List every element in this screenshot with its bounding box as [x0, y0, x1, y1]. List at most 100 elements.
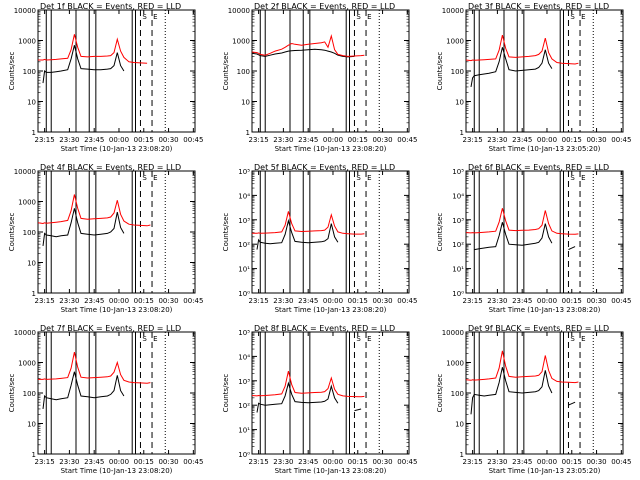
x-tick-label: 00:15 [348, 458, 368, 466]
y-tick-label: 100 [23, 229, 36, 237]
panel-title: Det 4f BLACK = Events, RED = LLD [40, 163, 181, 172]
panel-title: Det 8f BLACK = Events, RED = LLD [254, 324, 395, 333]
y-tick-label: 10¹ [452, 266, 464, 274]
y-tick-label: 10 [241, 99, 250, 107]
y-tick-label: 10³ [452, 217, 464, 225]
y-axis-label: Counts/sec [8, 52, 16, 91]
plot-frame [251, 170, 410, 294]
series-lld-line [38, 351, 151, 384]
y-tick-label: 1000 [18, 360, 36, 368]
y-tick-label: 1 [460, 129, 464, 137]
y-tick-label: 10000 [442, 329, 464, 337]
panel-title: Det 2f BLACK = Events, RED = LLD [254, 2, 395, 11]
series-events-line [470, 367, 576, 415]
series-lld-line [465, 350, 579, 384]
y-tick-label: 1000 [18, 199, 36, 207]
y-tick-label: 10 [27, 99, 36, 107]
y-tick-label: 1 [32, 129, 36, 137]
x-tick-label: 00:30 [158, 136, 178, 144]
event-mark-s: S [570, 174, 575, 182]
panel-title: Det 3f BLACK = Events, RED = LLD [468, 2, 609, 11]
series-lld-line [251, 370, 365, 398]
panel-title: Det 1f BLACK = Events, RED = LLD [40, 2, 181, 11]
y-tick-label: 10¹ [238, 427, 250, 435]
series-events-line [251, 48, 355, 58]
y-tick-label: 100 [23, 390, 36, 398]
x-tick-label: 00:30 [372, 136, 392, 144]
y-tick-label: 10 [27, 260, 36, 268]
y-tick-label: 10⁰ [238, 451, 250, 459]
panel-title: Det 7f BLACK = Events, RED = LLD [40, 324, 181, 333]
panel-title: Det 9f BLACK = Events, RED = LLD [468, 324, 609, 333]
x-tick-label: 00:15 [134, 136, 154, 144]
x-axis-label: Start Time (10-Jan-13 23:08:20) [61, 145, 173, 153]
panel-det-9: Det 9f BLACK = Events, RED = LLD 1 10 100 10… [436, 324, 631, 475]
panel-det-8: Det 8f BLACK = Events, RED = LLD 10⁰ 10¹ 10… [222, 324, 417, 475]
x-tick-label: 00:15 [134, 297, 154, 305]
panel-det-2: Det 2f BLACK = Events, RED = LLD 1 10 100 10… [222, 2, 417, 153]
x-tick-label: 00:30 [372, 297, 392, 305]
series-events-line [256, 381, 362, 413]
x-tick-label: 00:00 [537, 458, 557, 466]
x-tick-label: 00:00 [323, 136, 343, 144]
event-mark-s: S [356, 174, 361, 182]
y-tick-label: 10 [455, 99, 464, 107]
event-mark-e: E [153, 13, 157, 21]
y-axis-label: Counts/sec [436, 52, 444, 91]
x-tick-label: 23:45 [512, 136, 532, 144]
y-tick-label: 1 [32, 451, 36, 459]
x-tick-label: 23:15 [463, 297, 483, 305]
x-tick-label: 00:15 [562, 297, 582, 305]
y-tick-label: 10¹ [238, 266, 250, 274]
y-tick-label: 10³ [238, 378, 250, 386]
event-mark-e: E [581, 335, 585, 343]
x-tick-label: 00:30 [586, 297, 606, 305]
plot-frame [37, 170, 196, 294]
x-tick-label: 00:30 [586, 458, 606, 466]
y-tick-label: 10⁵ [238, 329, 250, 337]
y-tick-label: 1 [246, 129, 250, 137]
x-axis-label: Start Time (10-Jan-13 23:08:20) [275, 306, 387, 314]
x-tick-label: 23:45 [298, 136, 318, 144]
y-tick-label: 1 [460, 451, 464, 459]
x-tick-label: 00:45 [397, 458, 417, 466]
x-tick-label: 00:00 [109, 458, 129, 466]
y-tick-label: 100 [451, 390, 464, 398]
y-tick-label: 10⁴ [238, 353, 250, 361]
y-tick-label: 10³ [238, 217, 250, 225]
x-tick-label: 00:15 [134, 458, 154, 466]
event-mark-s: S [142, 13, 147, 21]
x-tick-label: 23:30 [59, 458, 79, 466]
plot-frame [465, 170, 624, 294]
panel-title: Det 5f BLACK = Events, RED = LLD [254, 163, 395, 172]
y-tick-label: 1000 [446, 38, 464, 46]
x-axis-label: Start Time (10-Jan-13 23:08:20) [61, 306, 173, 314]
panel-det-3: Det 3f BLACK = Events, RED = LLD 1 10 100 10… [436, 2, 631, 153]
series-events-line [474, 222, 576, 251]
x-tick-label: 00:30 [372, 458, 392, 466]
x-tick-label: 00:45 [611, 136, 631, 144]
plot-frame [465, 9, 624, 133]
series-events-line [42, 208, 125, 246]
y-axis-label: Counts/sec [8, 213, 16, 252]
series-events-line [43, 45, 160, 83]
y-tick-label: 10000 [14, 168, 36, 176]
x-tick-label: 00:00 [323, 297, 343, 305]
x-tick-label: 23:30 [59, 297, 79, 305]
x-tick-label: 23:15 [249, 136, 269, 144]
x-tick-label: 00:15 [348, 297, 368, 305]
x-axis-label: Start Time (10-Jan-13 23:08:20) [275, 467, 387, 475]
y-axis-label: Counts/sec [8, 374, 16, 413]
y-axis-label: Counts/sec [436, 213, 444, 252]
series-events-line [256, 218, 339, 250]
y-tick-label: 10⁵ [238, 168, 250, 176]
x-tick-label: 23:15 [249, 297, 269, 305]
x-tick-label: 23:15 [463, 136, 483, 144]
y-axis-label: Counts/sec [436, 374, 444, 413]
panel-det-6: Det 6f BLACK = Events, RED = LLD 10⁰ 10¹ 10… [436, 163, 631, 314]
x-tick-label: 23:15 [35, 136, 55, 144]
plot-frame [251, 331, 410, 455]
plot-frame [465, 331, 624, 455]
event-mark-s: S [570, 13, 575, 21]
series-lld-line [251, 34, 365, 57]
